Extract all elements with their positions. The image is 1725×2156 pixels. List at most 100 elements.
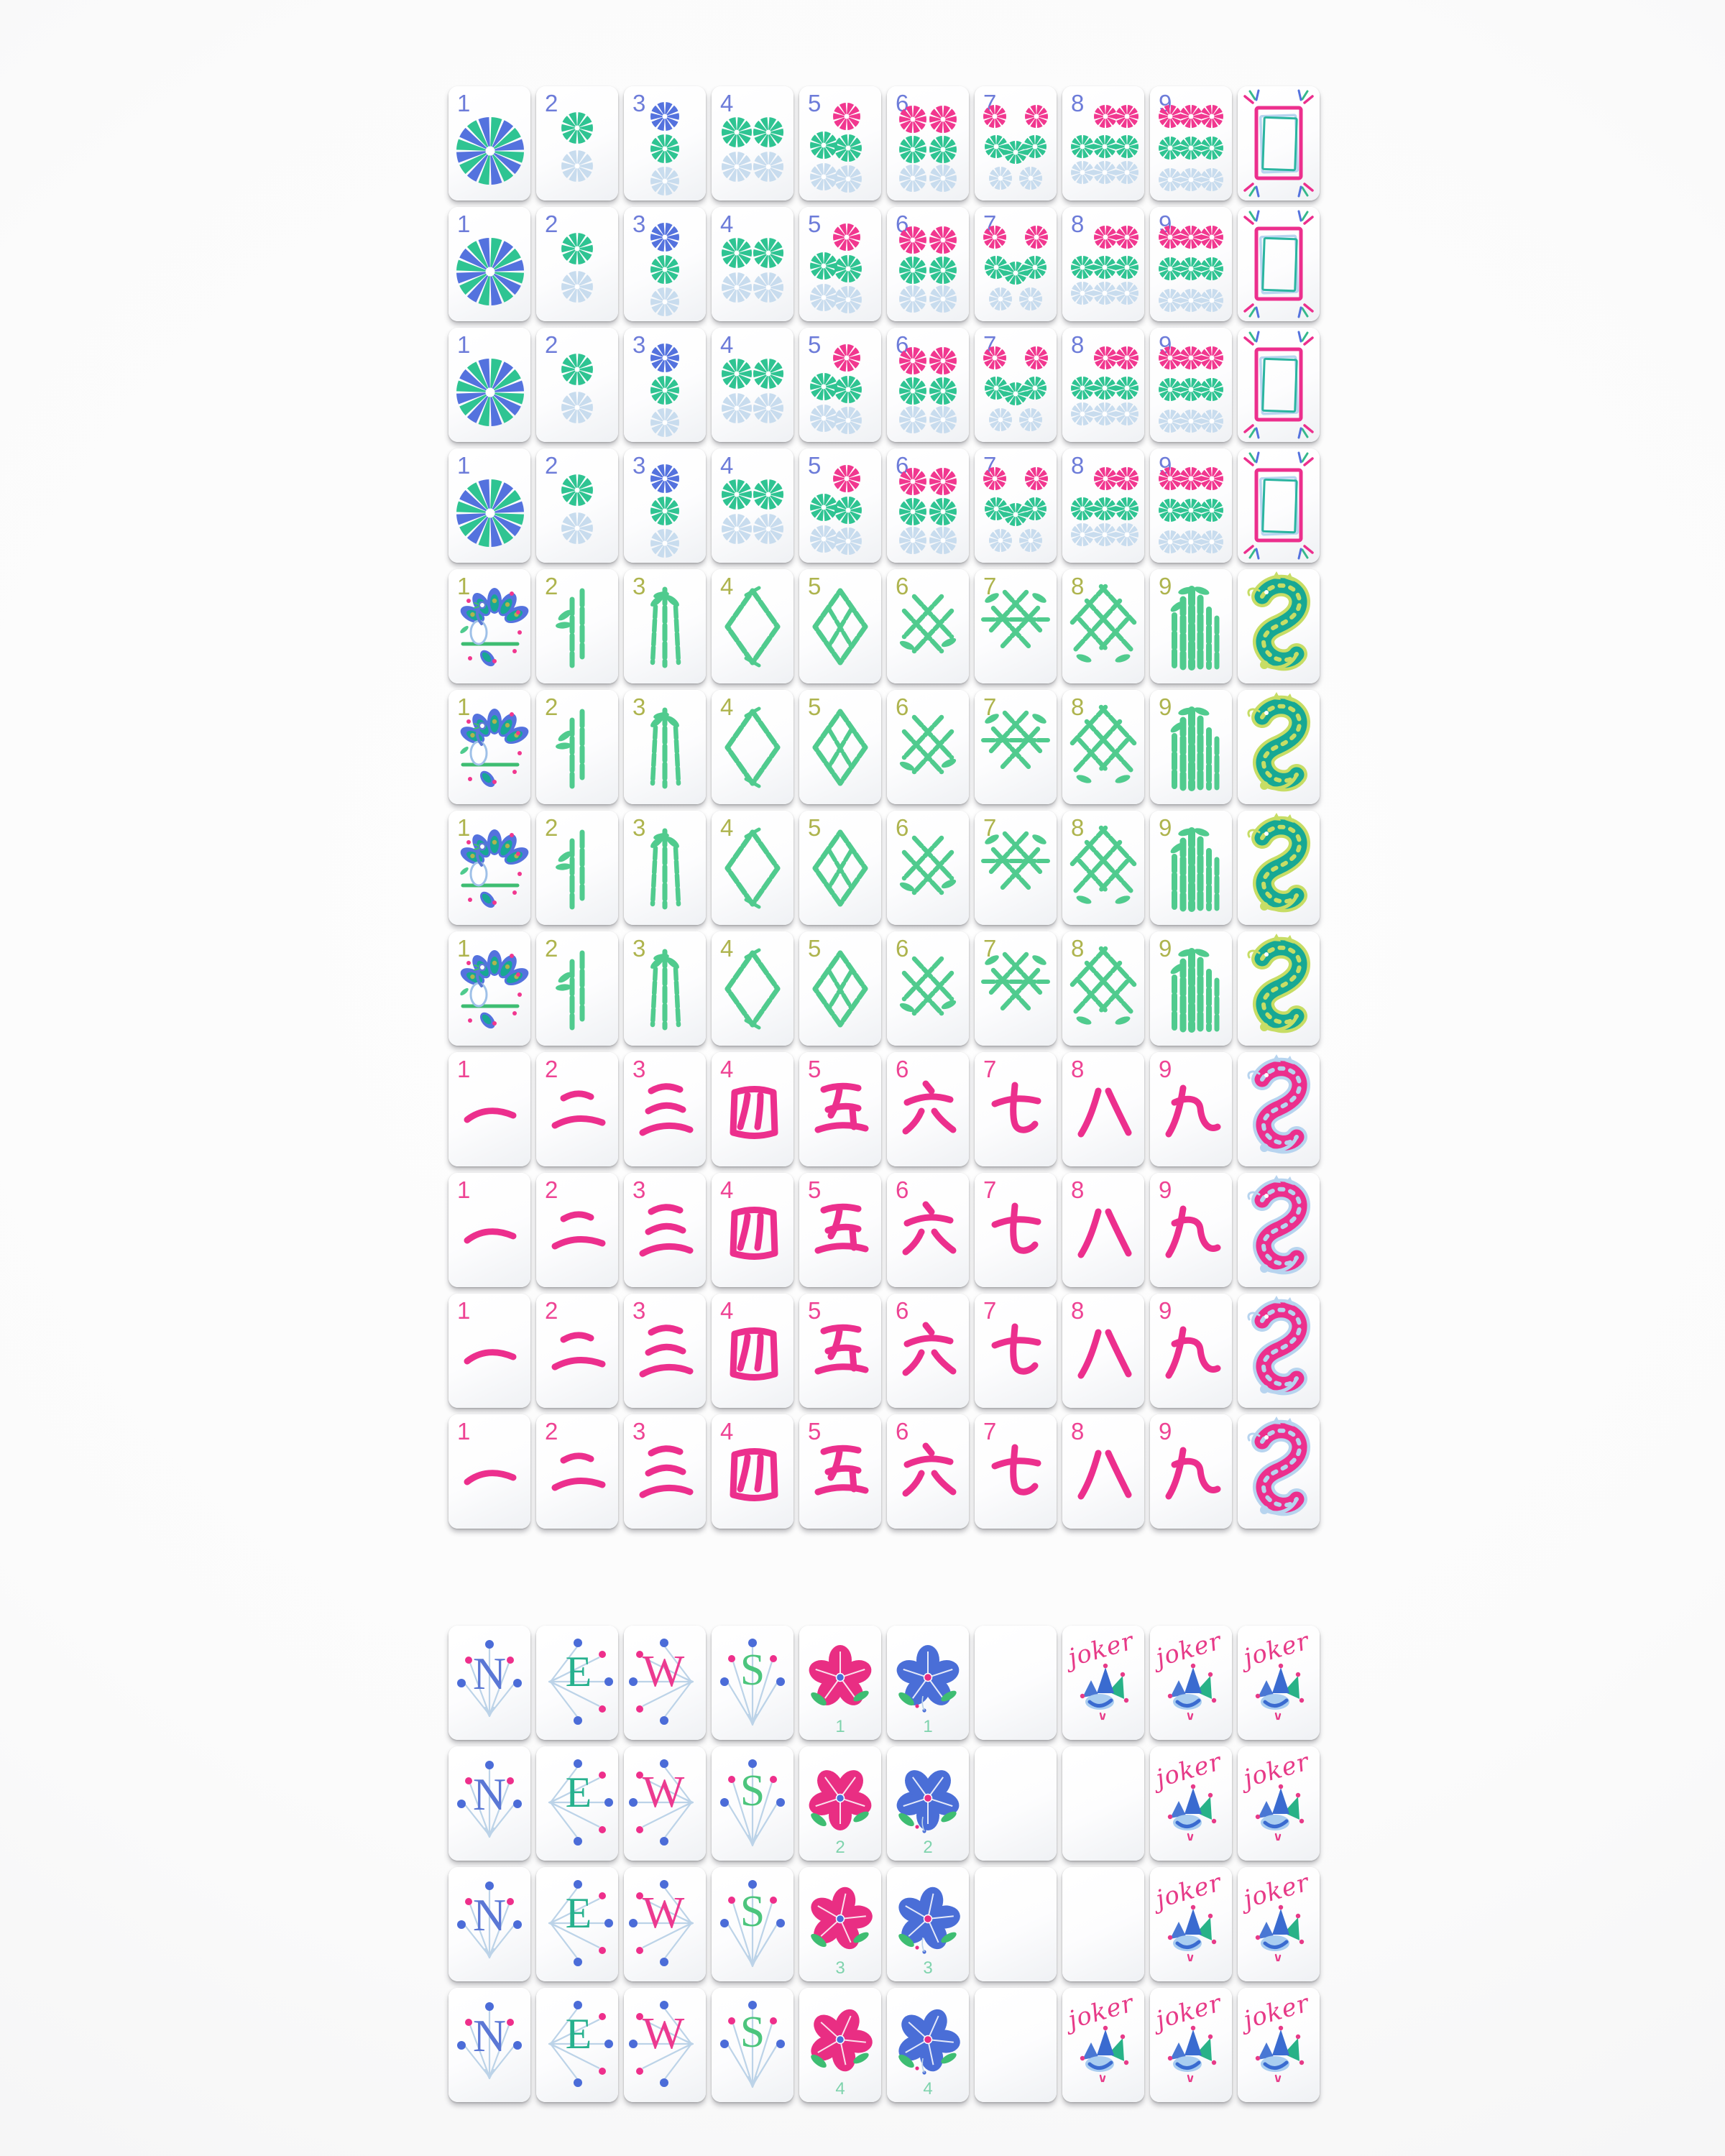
tile-wind-W[interactable]: W [624, 1746, 706, 1861]
tile-crak-5[interactable]: 5 [799, 1173, 881, 1287]
tile-dragon-soap[interactable] [1238, 207, 1320, 321]
tile-bam-6[interactable]: 6 [887, 931, 969, 1046]
tile-crak-8[interactable]: 8 [1062, 1294, 1144, 1408]
tile-joker[interactable]: joker [1238, 1867, 1320, 1981]
tile-crak-7[interactable]: 7 [975, 1294, 1057, 1408]
tile-bam-6[interactable]: 6 [887, 690, 969, 804]
tile-dot-8[interactable]: 8 [1062, 328, 1144, 442]
tile-dot-3[interactable]: 3 [624, 207, 706, 321]
tile-dot-2[interactable]: 2 [536, 86, 618, 201]
tile-bam-9[interactable]: 9 [1150, 690, 1232, 804]
tile-bam-4[interactable]: 4 [712, 569, 794, 683]
tile-blank[interactable] [975, 1867, 1057, 1981]
tile-bam-7[interactable]: 7 [975, 811, 1057, 925]
tile-dot-6[interactable]: 6 [887, 328, 969, 442]
tile-dot-8[interactable]: 8 [1062, 86, 1144, 201]
tile-dragon-red[interactable] [1238, 1052, 1320, 1166]
tile-dot-5[interactable]: 5 [799, 207, 881, 321]
tile-dot-4[interactable]: 4 [712, 328, 794, 442]
tile-dot-3[interactable]: 3 [624, 328, 706, 442]
tile-dot-7[interactable]: 7 [975, 86, 1057, 201]
tile-bam-3[interactable]: 3 [624, 690, 706, 804]
tile-bam-2[interactable]: 2 [536, 690, 618, 804]
tile-crak-8[interactable]: 8 [1062, 1173, 1144, 1287]
tile-dot-8[interactable]: 8 [1062, 448, 1144, 563]
tile-dot-1[interactable]: 1 [448, 207, 530, 321]
tile-wind-W[interactable]: W [624, 1867, 706, 1981]
tile-dragon-green[interactable] [1238, 569, 1320, 683]
tile-crak-4[interactable]: 4 [712, 1173, 794, 1287]
tile-wind-N[interactable]: N [448, 1867, 530, 1981]
tile-dot-5[interactable]: 5 [799, 328, 881, 442]
tile-bam-3[interactable]: 3 [624, 931, 706, 1046]
tile-crak-6[interactable]: 6 [887, 1414, 969, 1529]
tile-dot-1[interactable]: 1 [448, 328, 530, 442]
tile-bam-9[interactable]: 9 [1150, 931, 1232, 1046]
tile-wind-N[interactable]: N [448, 1626, 530, 1740]
tile-dot-2[interactable]: 2 [536, 448, 618, 563]
tile-dot-9[interactable]: 9 [1150, 207, 1232, 321]
tile-flower-pink-1[interactable]: 1 [799, 1626, 881, 1740]
tile-crak-2[interactable]: 2 [536, 1294, 618, 1408]
tile-dot-6[interactable]: 6 [887, 207, 969, 321]
tile-wind-E[interactable]: E [536, 1626, 618, 1740]
tile-bam-6[interactable]: 6 [887, 569, 969, 683]
tile-crak-1[interactable]: 1 [448, 1173, 530, 1287]
tile-dragon-soap[interactable] [1238, 86, 1320, 201]
tile-bam-7[interactable]: 7 [975, 569, 1057, 683]
tile-crak-6[interactable]: 6 [887, 1052, 969, 1166]
tile-bam-4[interactable]: 4 [712, 811, 794, 925]
tile-crak-5[interactable]: 5 [799, 1294, 881, 1408]
tile-joker[interactable]: joker [1150, 1626, 1232, 1740]
tile-crak-5[interactable]: 5 [799, 1052, 881, 1166]
tile-dragon-red[interactable] [1238, 1414, 1320, 1529]
tile-crak-7[interactable]: 7 [975, 1052, 1057, 1166]
tile-bam-1[interactable]: 1 [448, 931, 530, 1046]
tile-dot-1[interactable]: 1 [448, 448, 530, 563]
tile-joker[interactable]: joker [1238, 1626, 1320, 1740]
tile-wind-S[interactable]: S [712, 1746, 794, 1861]
tile-joker[interactable]: joker [1062, 1988, 1144, 2102]
tile-crak-2[interactable]: 2 [536, 1173, 618, 1287]
tile-wind-S[interactable]: S [712, 1626, 794, 1740]
tile-bam-5[interactable]: 5 [799, 569, 881, 683]
tile-crak-9[interactable]: 9 [1150, 1414, 1232, 1529]
tile-bam-2[interactable]: 2 [536, 931, 618, 1046]
tile-crak-3[interactable]: 3 [624, 1052, 706, 1166]
tile-crak-3[interactable]: 3 [624, 1414, 706, 1529]
tile-crak-9[interactable]: 9 [1150, 1173, 1232, 1287]
tile-bam-3[interactable]: 3 [624, 569, 706, 683]
tile-crak-5[interactable]: 5 [799, 1414, 881, 1529]
tile-flower-pink-3[interactable]: 3 [799, 1867, 881, 1981]
tile-bam-9[interactable]: 9 [1150, 811, 1232, 925]
tile-crak-9[interactable]: 9 [1150, 1052, 1232, 1166]
tile-crak-6[interactable]: 6 [887, 1173, 969, 1287]
tile-dragon-green[interactable] [1238, 690, 1320, 804]
tile-dot-3[interactable]: 3 [624, 448, 706, 563]
tile-joker[interactable]: joker [1238, 1746, 1320, 1861]
tile-flower-pink-2[interactable]: 2 [799, 1746, 881, 1861]
tile-crak-3[interactable]: 3 [624, 1173, 706, 1287]
tile-bam-3[interactable]: 3 [624, 811, 706, 925]
tile-wind-S[interactable]: S [712, 1988, 794, 2102]
tile-joker[interactable]: joker [1062, 1626, 1144, 1740]
tile-wind-W[interactable]: W [624, 1626, 706, 1740]
tile-bam-8[interactable]: 8 [1062, 811, 1144, 925]
tile-bam-1[interactable]: 1 [448, 690, 530, 804]
tile-bam-5[interactable]: 5 [799, 690, 881, 804]
tile-dragon-red[interactable] [1238, 1173, 1320, 1287]
tile-flower-pink-4[interactable]: 4 [799, 1988, 881, 2102]
tile-bam-6[interactable]: 6 [887, 811, 969, 925]
tile-blank[interactable] [975, 1626, 1057, 1740]
tile-dot-7[interactable]: 7 [975, 328, 1057, 442]
tile-bam-2[interactable]: 2 [536, 569, 618, 683]
tile-crak-8[interactable]: 8 [1062, 1414, 1144, 1529]
tile-dot-3[interactable]: 3 [624, 86, 706, 201]
tile-bam-1[interactable]: 1 [448, 811, 530, 925]
tile-blank[interactable] [975, 1746, 1057, 1861]
tile-bam-4[interactable]: 4 [712, 690, 794, 804]
tile-crak-7[interactable]: 7 [975, 1173, 1057, 1287]
tile-dot-5[interactable]: 5 [799, 86, 881, 201]
tile-bam-4[interactable]: 4 [712, 931, 794, 1046]
tile-wind-N[interactable]: N [448, 1746, 530, 1861]
